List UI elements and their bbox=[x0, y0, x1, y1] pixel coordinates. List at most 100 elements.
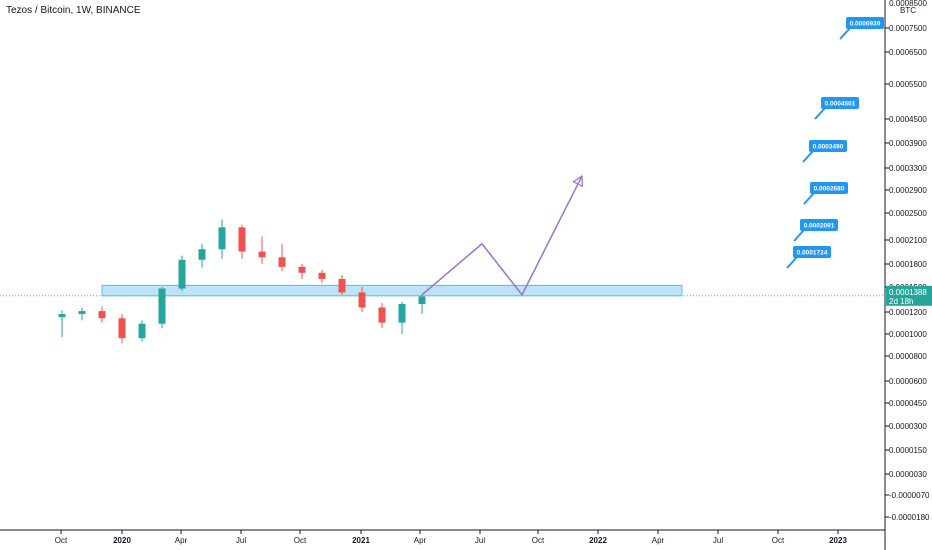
callout-box bbox=[809, 140, 847, 152]
projection-arrowhead bbox=[572, 174, 584, 188]
callout-pointer bbox=[802, 150, 814, 163]
candle-body bbox=[98, 311, 106, 319]
candle-body bbox=[218, 227, 226, 250]
callout-box bbox=[793, 246, 831, 258]
price-tick-label: 0.0000300 bbox=[889, 422, 927, 431]
candle bbox=[318, 269, 326, 283]
current-price-badge: 0.0001388 2d 18h bbox=[886, 285, 932, 306]
candle-body bbox=[398, 304, 406, 323]
candle bbox=[118, 314, 126, 344]
callout-label: 0.0006939 bbox=[850, 21, 881, 28]
candle-body bbox=[298, 266, 306, 273]
current-price-value: 0.0001388 bbox=[889, 288, 927, 297]
price-tick-label: 0.0003300 bbox=[889, 164, 927, 173]
target-callout: 0.0004501 bbox=[814, 97, 859, 120]
candle bbox=[78, 307, 86, 321]
price-tick-label: 0.0000450 bbox=[889, 399, 927, 408]
candle-body bbox=[178, 259, 186, 289]
projection-path[interactable] bbox=[421, 175, 583, 297]
price-tick-label: 0.0000600 bbox=[889, 377, 927, 386]
candle-body bbox=[258, 251, 266, 258]
target-callout: 0.0002091 bbox=[793, 219, 838, 242]
time-tick-label: Oct bbox=[294, 536, 307, 545]
candle-body bbox=[318, 272, 326, 279]
candle bbox=[418, 294, 426, 315]
time-tick-label: Jul bbox=[236, 536, 246, 545]
candle-body bbox=[358, 292, 366, 308]
candle-body bbox=[78, 311, 86, 315]
time-tick-label: 2020 bbox=[113, 536, 131, 545]
target-callout: 0.0001724 bbox=[786, 246, 831, 269]
candle bbox=[218, 219, 226, 259]
candle-body bbox=[58, 314, 66, 318]
callout-pointer bbox=[786, 256, 798, 269]
candle bbox=[238, 224, 246, 259]
time-tick-label: 2022 bbox=[589, 536, 607, 545]
price-tick-label: 0.0006500 bbox=[889, 48, 927, 57]
candle bbox=[358, 287, 366, 312]
callout-box bbox=[846, 17, 884, 29]
candle-body bbox=[198, 249, 206, 260]
price-axis-unit: BTC bbox=[900, 6, 916, 15]
callout-label: 0.0002091 bbox=[804, 223, 835, 230]
time-tick-label: 2021 bbox=[352, 536, 370, 545]
price-tick-label: 0.0002500 bbox=[889, 209, 927, 218]
price-tick-label: 0.0005500 bbox=[889, 80, 927, 89]
candle-body bbox=[418, 296, 426, 305]
candle-body bbox=[238, 227, 246, 252]
candle bbox=[178, 255, 186, 291]
callout-label: 0.0001724 bbox=[797, 250, 828, 257]
price-tick-label: 0.0000800 bbox=[889, 352, 927, 361]
price-tick-label: 0.0001800 bbox=[889, 260, 927, 269]
callout-box bbox=[800, 219, 838, 231]
price-axis-ticks: 0.0007500 0.0006500 0.0005500 0.0004500 0.00… bbox=[885, 24, 930, 522]
candle-body bbox=[338, 278, 346, 293]
candle bbox=[58, 310, 66, 338]
candle-body bbox=[378, 307, 386, 323]
candle bbox=[158, 287, 166, 329]
time-tick-label: Apr bbox=[414, 536, 427, 545]
price-tick-label: 0.0001200 bbox=[889, 308, 927, 317]
callout-pointer bbox=[803, 192, 815, 205]
candle-body bbox=[118, 318, 126, 339]
callout-pointer bbox=[839, 27, 851, 40]
candle bbox=[378, 303, 386, 329]
candle bbox=[98, 306, 106, 323]
candle bbox=[338, 275, 346, 295]
price-tick-label: 0.0000150 bbox=[889, 446, 927, 455]
price-tick-label: -0.0000070 bbox=[889, 491, 930, 500]
time-tick-label: Oct bbox=[532, 536, 545, 545]
time-tick-label: Apr bbox=[652, 536, 665, 545]
price-tick-label: 0.0004500 bbox=[889, 115, 927, 124]
price-axis-top-label: 0.0008500 bbox=[889, 0, 927, 8]
callout-pointer bbox=[793, 229, 805, 242]
candle bbox=[198, 243, 206, 268]
time-axis-ticks: Oct 2020 Apr Jul Oct 2021 Apr Jul Oct 2022 Apr Jul O… bbox=[55, 530, 847, 545]
price-tick-label: 0.0002900 bbox=[889, 186, 927, 195]
candle bbox=[278, 243, 286, 272]
price-tick-label: 0.0002100 bbox=[889, 236, 927, 245]
current-price-countdown: 2d 18h bbox=[889, 297, 913, 306]
price-tick-label: 0.0001000 bbox=[889, 330, 927, 339]
price-tick-label: 0.0003900 bbox=[889, 139, 927, 148]
price-tick-label: 0.0000030 bbox=[889, 470, 927, 479]
time-tick-label: 2023 bbox=[829, 536, 847, 545]
callout-label: 0.0003490 bbox=[813, 144, 844, 151]
time-tick-label: Oct bbox=[772, 536, 785, 545]
callout-label: 0.0004501 bbox=[825, 101, 856, 108]
target-callouts: 0.0006939 0.0004501 0.0003490 0.0002680 0.00… bbox=[786, 17, 884, 269]
time-tick-label: Jul bbox=[713, 536, 723, 545]
price-tick-label: 0.0007500 bbox=[889, 24, 927, 33]
candlestick-series bbox=[58, 219, 426, 344]
time-tick-label: Jul bbox=[475, 536, 485, 545]
target-callout: 0.0003490 bbox=[802, 140, 847, 163]
candle-body bbox=[138, 323, 146, 339]
candle bbox=[398, 301, 406, 334]
candle-body bbox=[158, 288, 166, 324]
support-zone[interactable] bbox=[101, 284, 683, 297]
target-callout: 0.0006939 bbox=[839, 17, 884, 40]
chart-title: Tezos / Bitcoin, 1W, BINANCE bbox=[6, 5, 141, 16]
candle bbox=[258, 236, 266, 264]
callout-label: 0.0002680 bbox=[814, 186, 845, 193]
